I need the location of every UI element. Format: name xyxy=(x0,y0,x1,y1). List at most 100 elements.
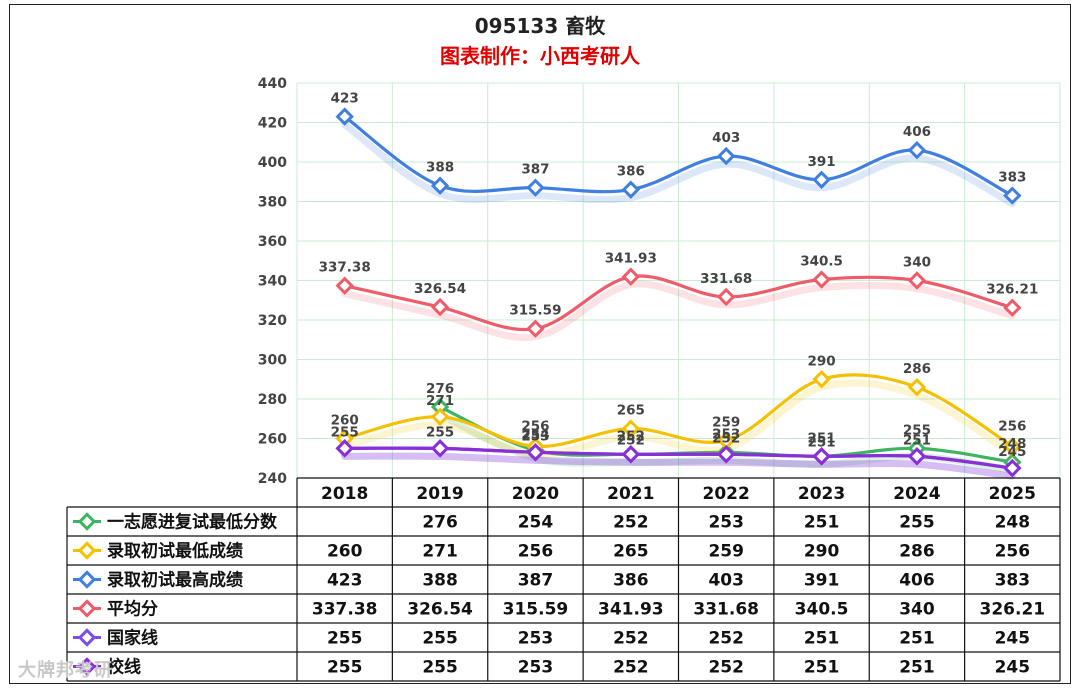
data-label: 341.93 xyxy=(605,251,657,267)
legend-marker xyxy=(77,570,97,589)
data-point-marker xyxy=(335,107,354,126)
table-cell: 251 xyxy=(804,658,840,678)
table-cell: 337.38 xyxy=(312,600,378,620)
series-shadow xyxy=(341,280,1016,342)
data-label: 406 xyxy=(903,124,931,140)
data-label: 326.21 xyxy=(986,282,1038,298)
table-cell: 290 xyxy=(804,542,840,562)
y-tick-label: 320 xyxy=(258,313,287,329)
data-label: 245 xyxy=(998,444,1026,460)
table-cell: 253 xyxy=(518,658,554,678)
data-label: 256 xyxy=(521,418,549,434)
table-cell: 253 xyxy=(708,513,744,533)
series-shadow xyxy=(341,452,1016,480)
legend-entry: 平均分 xyxy=(107,599,158,620)
table-cell: 259 xyxy=(708,542,744,562)
x-tick-label: 2020 xyxy=(512,484,559,504)
data-label: 259 xyxy=(712,414,740,430)
y-tick-label: 420 xyxy=(258,116,287,132)
table-cell: 252 xyxy=(708,629,744,649)
data-label: 252 xyxy=(712,430,740,446)
data-point-marker xyxy=(430,176,450,195)
data-point-marker xyxy=(716,287,736,307)
data-point-marker xyxy=(812,170,831,189)
data-label: 254 xyxy=(521,426,549,442)
series-shadow xyxy=(341,121,1016,208)
y-tick-label: 240 xyxy=(258,471,287,487)
y-tick-label: 300 xyxy=(258,353,287,369)
data-point-marker xyxy=(526,319,545,338)
data-label: 251 xyxy=(807,430,835,446)
table-cell: 251 xyxy=(899,629,935,649)
data-point-marker xyxy=(1003,458,1022,478)
data-label: 256 xyxy=(998,418,1026,434)
data-point-marker xyxy=(526,443,545,462)
table-cell: 251 xyxy=(899,658,935,678)
data-label: 265 xyxy=(617,403,645,419)
data-label: 251 xyxy=(807,434,835,450)
data-point-marker xyxy=(335,276,354,295)
series-shadow xyxy=(341,452,1016,480)
data-point-marker xyxy=(812,370,831,389)
series-lines xyxy=(335,107,1022,480)
legend-entry: 国家线 xyxy=(107,628,158,649)
data-point-marker xyxy=(621,267,641,286)
legend-marker xyxy=(77,628,97,647)
data-point-marker xyxy=(812,447,831,466)
table-cell: 403 xyxy=(708,571,744,591)
data-point-marker xyxy=(907,447,927,466)
y-tick-label: 360 xyxy=(258,234,287,250)
table-cell: 255 xyxy=(899,513,935,533)
x-tick-label: 2022 xyxy=(703,484,750,504)
table-cell: 388 xyxy=(422,571,458,591)
chart-frame xyxy=(9,4,1071,684)
table-cell: 391 xyxy=(804,571,840,591)
data-label: 383 xyxy=(998,170,1026,186)
data-point-marker xyxy=(430,397,450,417)
data-point-marker xyxy=(1003,298,1022,317)
table-cell: 326.21 xyxy=(980,600,1046,620)
table-cell: 340.5 xyxy=(795,600,849,620)
data-label: 252 xyxy=(617,432,645,448)
data-point-marker xyxy=(430,297,450,317)
table-cell: 255 xyxy=(422,629,458,649)
data-label: 260 xyxy=(331,413,359,429)
legend-marker xyxy=(77,512,97,531)
data-label: 253 xyxy=(712,426,740,442)
table-cell: 256 xyxy=(518,542,554,562)
x-tick-label: 2024 xyxy=(893,484,940,504)
legend-marker xyxy=(77,541,97,560)
data-label: 248 xyxy=(998,436,1026,452)
table-cell: 253 xyxy=(518,629,554,649)
data-point-marker xyxy=(907,377,927,397)
data-point-marker xyxy=(716,445,736,464)
data-point-marker xyxy=(621,419,641,438)
x-tick-label: 2018 xyxy=(321,484,368,504)
table-cell: 387 xyxy=(518,571,554,591)
table-cell: 326.54 xyxy=(407,600,473,620)
table-cell: 286 xyxy=(899,542,935,562)
data-point-marker xyxy=(621,445,641,464)
table-cell: 260 xyxy=(327,542,363,562)
y-tick-label: 400 xyxy=(258,155,287,171)
data-label: 271 xyxy=(426,393,454,409)
table-cell: 251 xyxy=(804,629,840,649)
table-cell: 245 xyxy=(995,629,1031,649)
data-point-marker xyxy=(812,270,831,289)
x-tick-label: 2019 xyxy=(416,484,463,504)
data-label: 286 xyxy=(903,361,931,377)
data-label: 252 xyxy=(617,428,645,444)
data-label: 340.5 xyxy=(800,254,843,270)
data-point-marker xyxy=(621,180,641,199)
data-label: 337.38 xyxy=(319,260,371,276)
data-label: 253 xyxy=(521,428,549,444)
table-cell: 252 xyxy=(708,658,744,678)
chart-subtitle: 图表制作：小西考研人 xyxy=(440,44,640,68)
table-cell: 251 xyxy=(804,513,840,533)
data-point-marker xyxy=(430,407,450,426)
y-tick-label: 380 xyxy=(258,195,287,211)
data-label: 326.54 xyxy=(414,281,466,297)
data-point-marker xyxy=(716,431,736,450)
table-cell: 252 xyxy=(613,658,649,678)
